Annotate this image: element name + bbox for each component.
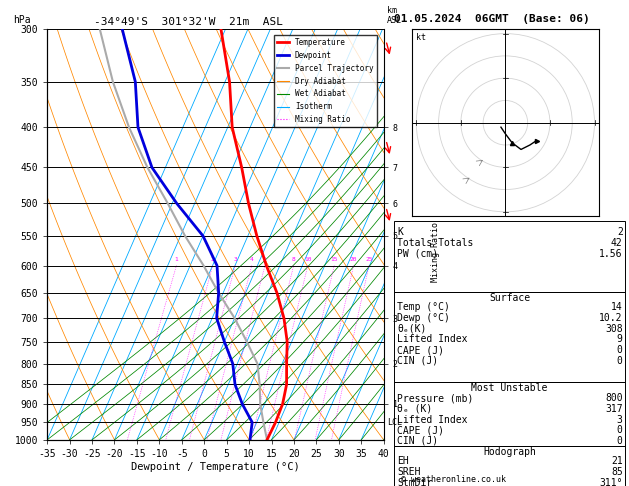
Text: 10: 10 — [304, 257, 311, 262]
Text: 2: 2 — [211, 257, 214, 262]
Text: EH: EH — [397, 456, 409, 467]
Text: 8: 8 — [292, 257, 296, 262]
Text: 42: 42 — [611, 238, 623, 248]
Text: Mixing Ratio (g/kg): Mixing Ratio (g/kg) — [431, 187, 440, 282]
Text: 21: 21 — [611, 456, 623, 467]
Text: 01.05.2024  06GMT  (Base: 06): 01.05.2024 06GMT (Base: 06) — [394, 14, 590, 24]
Text: Most Unstable: Most Unstable — [471, 383, 548, 394]
Text: kt: kt — [416, 34, 426, 42]
Text: PW (cm): PW (cm) — [397, 249, 438, 259]
Text: Temp (°C): Temp (°C) — [397, 302, 450, 312]
Text: 5: 5 — [263, 257, 267, 262]
Text: 3: 3 — [617, 415, 623, 425]
Text: 317: 317 — [605, 404, 623, 414]
Text: CIN (J): CIN (J) — [397, 356, 438, 366]
Text: CAPE (J): CAPE (J) — [397, 345, 444, 355]
Text: hPa: hPa — [14, 15, 31, 25]
Text: θₑ(K): θₑ(K) — [397, 324, 426, 334]
Text: 4: 4 — [250, 257, 253, 262]
Text: km
ASL: km ASL — [387, 6, 402, 25]
Text: 3: 3 — [233, 257, 237, 262]
Text: 2: 2 — [617, 227, 623, 238]
Text: 1: 1 — [174, 257, 178, 262]
Text: 1.56: 1.56 — [599, 249, 623, 259]
Text: 800: 800 — [605, 393, 623, 403]
Text: 0: 0 — [617, 356, 623, 366]
Text: 308: 308 — [605, 324, 623, 334]
Title: -34°49'S  301°32'W  21m  ASL: -34°49'S 301°32'W 21m ASL — [94, 17, 283, 27]
Text: © weatheronline.co.uk: © weatheronline.co.uk — [401, 474, 506, 484]
Text: 15: 15 — [330, 257, 338, 262]
Text: 20: 20 — [350, 257, 357, 262]
Text: 10.2: 10.2 — [599, 313, 623, 323]
Text: CAPE (J): CAPE (J) — [397, 425, 444, 435]
Legend: Temperature, Dewpoint, Parcel Trajectory, Dry Adiabat, Wet Adiabat, Isotherm, Mi: Temperature, Dewpoint, Parcel Trajectory… — [274, 35, 377, 127]
Text: 25: 25 — [365, 257, 373, 262]
Text: Lifted Index: Lifted Index — [397, 334, 467, 345]
Text: Surface: Surface — [489, 293, 530, 303]
Text: Pressure (mb): Pressure (mb) — [397, 393, 473, 403]
Text: 0: 0 — [617, 345, 623, 355]
Text: 14: 14 — [611, 302, 623, 312]
Text: θₑ (K): θₑ (K) — [397, 404, 432, 414]
Text: CIN (J): CIN (J) — [397, 436, 438, 446]
Text: LCL: LCL — [387, 418, 403, 427]
Text: Dewp (°C): Dewp (°C) — [397, 313, 450, 323]
Text: 85: 85 — [611, 467, 623, 477]
Text: 9: 9 — [617, 334, 623, 345]
Text: 311°: 311° — [599, 478, 623, 486]
Text: Lifted Index: Lifted Index — [397, 415, 467, 425]
Text: Hodograph: Hodograph — [483, 447, 536, 457]
Text: 0: 0 — [617, 436, 623, 446]
Text: StmDir: StmDir — [397, 478, 432, 486]
Text: SREH: SREH — [397, 467, 420, 477]
Text: K: K — [397, 227, 403, 238]
Text: Totals Totals: Totals Totals — [397, 238, 473, 248]
X-axis label: Dewpoint / Temperature (°C): Dewpoint / Temperature (°C) — [131, 462, 300, 471]
Text: 0: 0 — [617, 425, 623, 435]
